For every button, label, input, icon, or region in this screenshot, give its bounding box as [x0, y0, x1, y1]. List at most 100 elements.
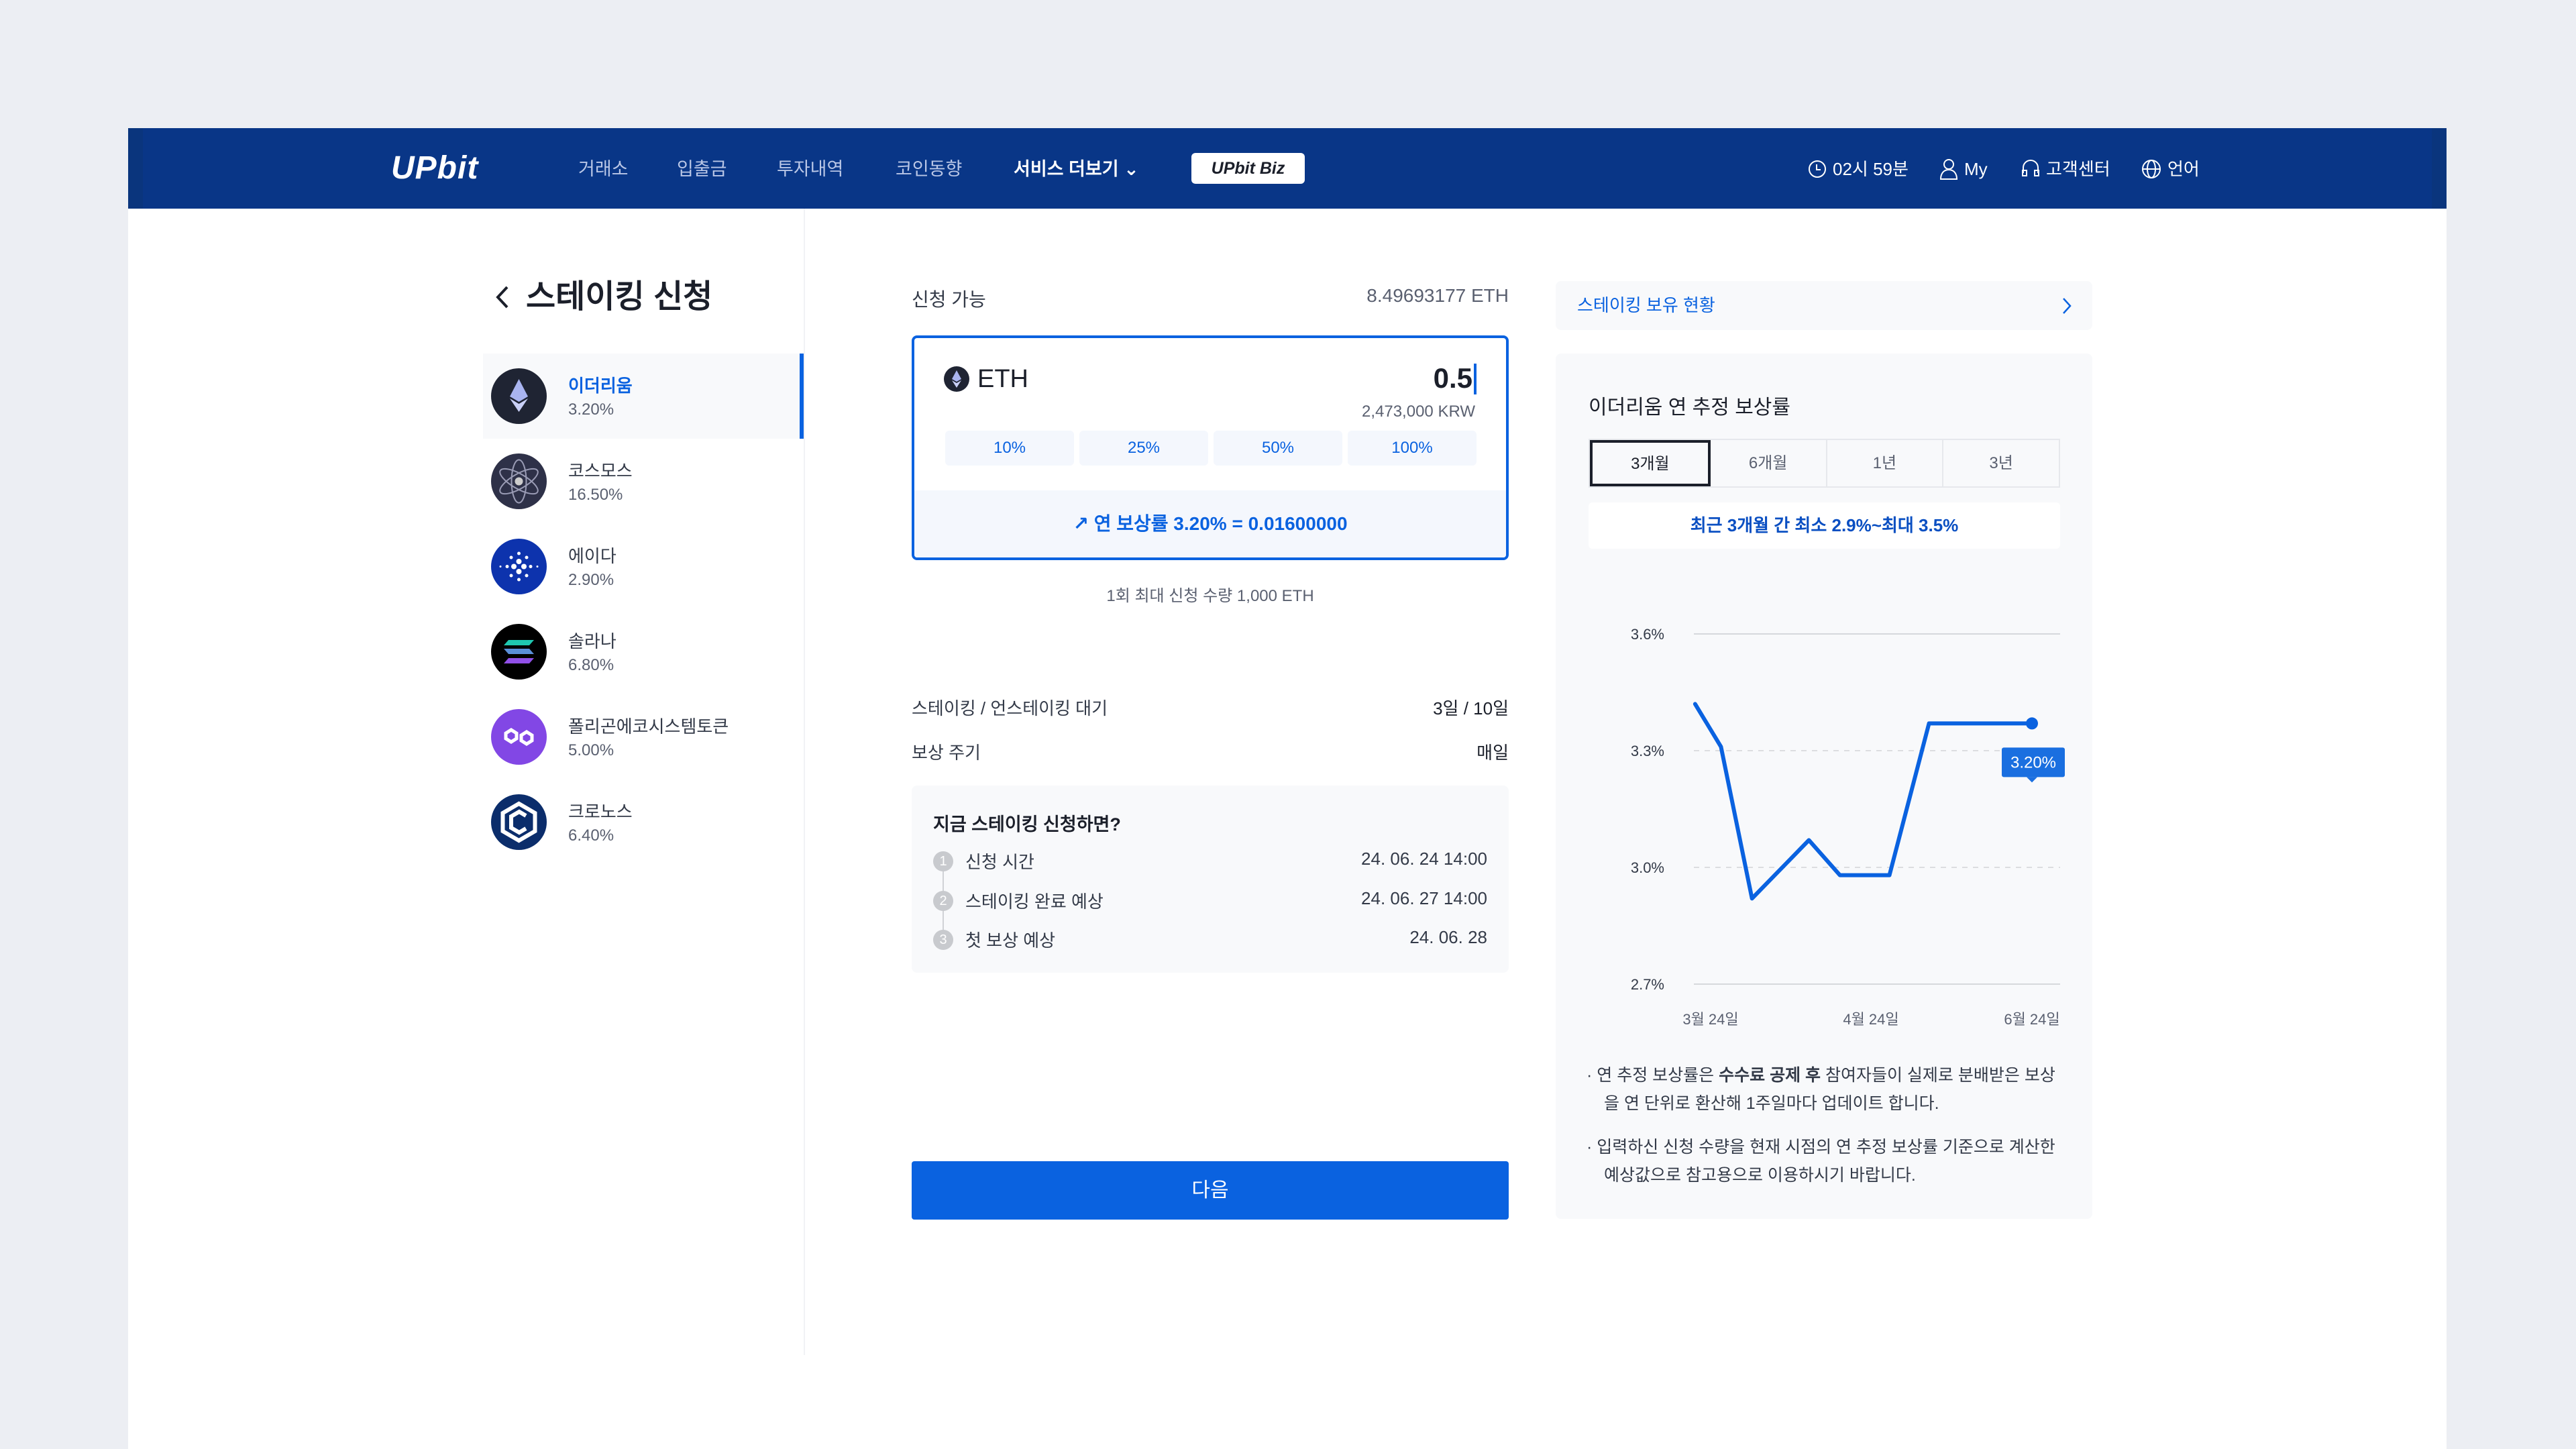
coin-name: 에이다: [568, 546, 616, 566]
nav-trends[interactable]: 코인동향: [896, 159, 963, 179]
y-tick-label: 3.6%: [1631, 626, 1664, 643]
tab-6-months[interactable]: 6개월: [1711, 440, 1827, 486]
reward-cycle-value: 매일: [1477, 743, 1509, 763]
coin-item-solana[interactable]: 솔라나 6.80%: [483, 609, 804, 694]
ethereum-icon: [944, 366, 969, 392]
step-number: 1: [933, 851, 953, 871]
coin-item-polygon[interactable]: 폴리곤에코시스템토큰 5.00%: [483, 694, 804, 780]
chart-title: 이더리움 연 추정 보상률: [1589, 396, 1791, 419]
time-text: 02시 59분: [1833, 159, 1909, 179]
timeline-step: 2 스테이킹 완료 예상: [933, 888, 1104, 913]
period-tabs: 3개월 6개월 1년 3년: [1589, 439, 2060, 488]
tab-3-years[interactable]: 3년: [1989, 454, 2013, 472]
ethereum-icon: [491, 368, 547, 424]
wait-label: 스테이킹 / 언스테이킹 대기: [912, 698, 1108, 718]
reward-text: 연 보상률 3.20% = 0.01600000: [1093, 513, 1348, 534]
reward-cycle-label: 보상 주기: [912, 743, 981, 763]
nav-exchange[interactable]: 거래소: [578, 159, 629, 179]
headset-icon: [2022, 160, 2039, 176]
x-tick-label: 4월 24일: [1843, 1011, 1898, 1028]
next-button[interactable]: 다음: [912, 1161, 1509, 1220]
back-arrow-icon[interactable]: [486, 280, 519, 314]
tab-1-year[interactable]: 1년: [1827, 440, 1944, 486]
max-amount-note: 1회 최대 신청 수량 1,000 ETH: [1106, 587, 1314, 605]
polygon-icon: [491, 709, 547, 765]
coin-name: 크로노스: [568, 802, 633, 822]
language-text: 언어: [2167, 159, 2200, 179]
tooltip-pointer: [2027, 777, 2037, 783]
upbit-logo[interactable]: UPbit: [391, 150, 479, 186]
coin-rate: 16.50%: [568, 486, 623, 504]
clock-timer[interactable]: 02시 59분: [1807, 158, 1909, 180]
percent-100-button[interactable]: 100%: [1348, 431, 1477, 466]
note-item: · 연 추정 보상률은 수수료 공제 후 참여자들이 실제로 분배받은 보상을 …: [1587, 1066, 2055, 1113]
coin-symbol: ETH: [977, 365, 1028, 393]
percent-10-button[interactable]: 10%: [945, 431, 1074, 466]
tab-3-months[interactable]: 3개월: [1590, 440, 1711, 486]
nav-more-services[interactable]: 서비스 더보기 ⌄: [1014, 158, 1139, 180]
chevron-down-icon: ⌄: [1124, 159, 1139, 179]
krw-value: 2,473,000 KRW: [1362, 402, 1475, 421]
available-label: 신청 가능: [912, 289, 986, 310]
coin-rate: 3.20%: [568, 400, 614, 419]
coin-name: 코스모스: [568, 461, 633, 481]
coin-rate: 2.90%: [568, 571, 614, 589]
nav-more-label: 서비스 더보기: [1014, 159, 1119, 179]
user-icon: [1939, 159, 1958, 180]
tooltip-label: 3.20%: [2010, 753, 2056, 771]
range-summary: 최근 3개월 간 최소 2.9%~최대 3.5%: [1589, 502, 2060, 549]
available-value: 8.49693177 ETH: [1366, 285, 1509, 306]
nav-history[interactable]: 투자내역: [777, 159, 844, 179]
step-label: 신청 시간: [965, 852, 1034, 872]
support-menu[interactable]: 고객센터: [2021, 158, 2110, 180]
coin-rate: 6.80%: [568, 656, 614, 674]
amount-input-box[interactable]: ETH 0.5 2,473,000 KRW 10% 25% 50% 100% ↗…: [912, 335, 1509, 560]
coin-rate: 5.00%: [568, 741, 614, 759]
step-value: 24. 06. 27 14:00: [1361, 888, 1487, 908]
step-number: 3: [933, 929, 953, 950]
data-point: [2026, 717, 2038, 730]
language-menu[interactable]: 언어: [2141, 158, 2200, 180]
y-tick-label: 3.3%: [1631, 743, 1664, 759]
solana-icon: [491, 624, 547, 680]
nav-deposit[interactable]: 입출금: [677, 159, 727, 179]
coin-item-cardano[interactable]: 에이다 2.90%: [483, 524, 804, 609]
x-tick-label: 6월 24일: [2004, 1011, 2059, 1028]
coin-item-cosmos[interactable]: 코스모스 16.50%: [483, 439, 804, 524]
my-text: My: [1964, 159, 1988, 179]
step-value: 24. 06. 24 14:00: [1361, 849, 1487, 869]
upbit-biz-button[interactable]: UPbit Biz: [1191, 153, 1305, 184]
cardano-icon: [491, 539, 547, 594]
holdings-link[interactable]: 스테이킹 보유 현황: [1556, 281, 2092, 330]
amount-input[interactable]: 0.5: [1433, 362, 1472, 394]
note-bold: 수수료 공제 후: [1719, 1066, 1821, 1085]
cosmos-icon: [491, 453, 547, 509]
top-navigation: UPbit 거래소 입출금 투자내역 코인동향 서비스 더보기 ⌄ UPbit …: [128, 128, 2447, 209]
timeline-step: 3 첫 보상 예상: [933, 927, 1055, 952]
cronos-icon: [491, 794, 547, 850]
my-menu[interactable]: My: [1939, 158, 1988, 180]
series-line: [1693, 702, 2034, 901]
percent-50-button[interactable]: 50%: [1214, 431, 1342, 466]
coin-name: 솔라나: [568, 631, 616, 651]
coin-item-cronos[interactable]: 크로노스 6.40%: [483, 780, 804, 865]
trend-up-icon: ↗: [1073, 513, 1089, 534]
note-item: · 입력하신 신청 수량을 현재 시점의 연 추정 보상률 기준으로 계산한 예…: [1587, 1138, 2055, 1185]
page-title: 스테이킹 신청: [526, 279, 713, 315]
coin-rate: 6.40%: [568, 826, 614, 845]
y-tick-label: 3.0%: [1631, 859, 1664, 876]
x-tick-label: 3월 24일: [1682, 1011, 1738, 1028]
note-text: 연 추정 보상률은: [1597, 1066, 1719, 1085]
step-value: 24. 06. 28: [1409, 927, 1487, 947]
clock-icon: [1809, 160, 1826, 178]
note-text: 입력하신 신청 수량을 현재 시점의 연 추정 보상률 기준으로 계산한 예상값…: [1597, 1138, 2055, 1185]
chevron-right-icon: [2063, 298, 2072, 314]
globe-icon: [2142, 160, 2161, 178]
y-tick-label: 2.7%: [1631, 976, 1664, 993]
coin-item-ethereum[interactable]: 이더리움 3.20%: [483, 354, 804, 439]
percent-25-button[interactable]: 25%: [1079, 431, 1208, 466]
reward-rate-chart: 3.6% 3.3% 3.0% 2.7% 3월 24일 4월 24일 6월 24일 3.20%: [1631, 626, 2065, 1028]
step-label: 스테이킹 완료 예상: [965, 892, 1104, 912]
coin-name: 이더리움: [568, 376, 633, 396]
